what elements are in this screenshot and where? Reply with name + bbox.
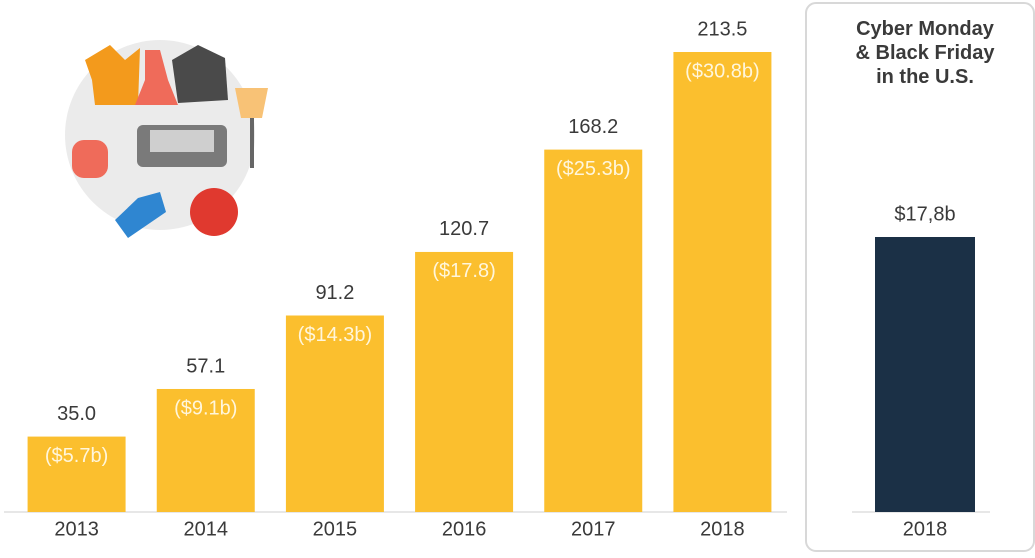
value-label: 213.5 [697,18,747,40]
illustration [65,40,268,238]
bar [156,388,255,512]
value-label: 57.1 [186,355,225,377]
bar [875,237,975,512]
bar [27,436,126,512]
bar [673,52,772,512]
secondary-label: ($30.8b) [685,60,760,82]
secondary-label: ($25.3b) [556,158,631,180]
chart-title: Cyber Monday & Black Friday in the U.S. [856,18,996,88]
x-tick-label: 2016 [442,518,487,540]
value-label: 91.2 [315,282,354,304]
secondary-label: ($9.1b) [174,397,237,419]
price-badge [190,188,238,236]
lamp-stand [250,118,254,168]
bar [415,251,514,512]
x-tick-label: 2018 [700,518,745,540]
secondary-label: ($5.7b) [45,445,108,467]
value-label: 120.7 [439,218,489,240]
value-label: $17,8b [894,203,955,225]
sofa-cushion [150,130,214,152]
secondary-label: ($14.3b) [298,324,373,346]
value-label: 35.0 [57,403,96,425]
dress-icon [135,50,178,105]
x-tick-label: 2018 [903,518,948,540]
x-tick-label: 2015 [313,518,358,540]
jacket-icon [172,45,228,103]
lamp-icon [235,88,268,118]
x-tick-label: 2014 [184,518,229,540]
value-label: 168.2 [568,116,618,138]
bar [544,149,643,512]
hoodie-icon [85,45,140,105]
x-tick-label: 2017 [571,518,616,540]
secondary-label: ($17.8) [432,260,495,282]
tag-icon [115,192,166,238]
bar [285,315,384,512]
x-tick-label: 2013 [54,518,99,540]
vacuum-icon [72,140,108,178]
